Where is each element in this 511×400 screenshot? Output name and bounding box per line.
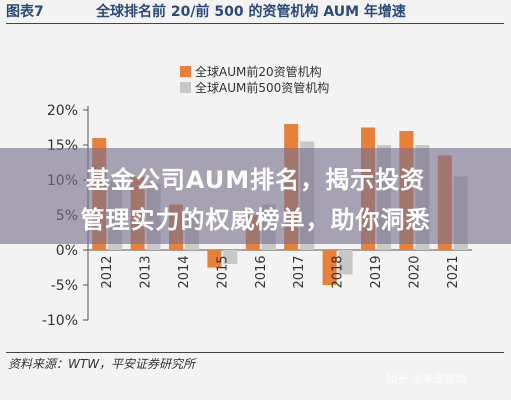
x-tick-label: 2020 xyxy=(407,255,422,288)
bar-top500 xyxy=(223,250,238,264)
x-tick-label: 2019 xyxy=(369,255,384,288)
x-tick-label: 2021 xyxy=(446,255,461,288)
headline-overlay: 基金公司AUM排名，揭示投资 管理实力的权威榜单，助你洞悉 xyxy=(0,148,511,244)
y-tick-label: 20% xyxy=(47,103,78,119)
y-tick-label: -5% xyxy=(51,278,78,294)
legend-label-top20: 全球AUM前20资管机构 xyxy=(195,64,322,79)
legend-swatch-top20 xyxy=(180,66,191,77)
x-tick-label: 2018 xyxy=(331,255,346,288)
bar-top20 xyxy=(322,250,337,285)
source-divider xyxy=(6,352,504,353)
figure-header: 图表7 全球排名前 20/前 500 的资管机构 AUM 年增速 xyxy=(0,0,511,22)
figure-title: 全球排名前 20/前 500 的资管机构 AUM 年增速 xyxy=(96,4,406,20)
x-tick-label: 2012 xyxy=(100,255,115,288)
legend-swatch-top500 xyxy=(180,82,191,93)
overlay-line-1: 基金公司AUM排名，揭示投资 xyxy=(85,166,426,194)
overlay-line-2: 管理实力的权威榜单，助你洞悉 xyxy=(80,206,431,234)
x-tick-label: 2013 xyxy=(139,255,154,288)
watermark: 知乎 @未来智库 xyxy=(386,372,467,385)
figure-label: 图表7 xyxy=(6,4,44,20)
y-tick-label: 0% xyxy=(56,243,78,259)
x-tick-label: 2016 xyxy=(254,255,269,288)
bar-top500 xyxy=(338,250,353,275)
source-note: 资料来源：WTW，平安证券研究所 xyxy=(8,357,196,371)
y-tick-label: -10% xyxy=(42,313,78,329)
bar-top20 xyxy=(207,250,222,268)
x-tick-label: 2015 xyxy=(215,255,230,288)
x-tick-label: 2017 xyxy=(292,255,307,288)
x-tick-label: 2014 xyxy=(177,255,192,288)
legend-label-top500: 全球AUM前500资管机构 xyxy=(195,80,329,95)
title-divider xyxy=(6,23,504,24)
